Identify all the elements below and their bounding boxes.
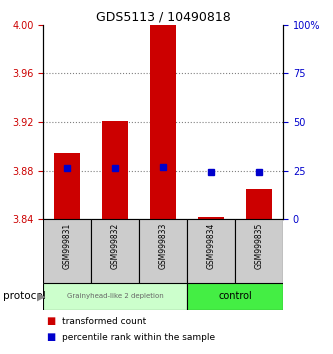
Title: GDS5113 / 10490818: GDS5113 / 10490818 [96, 11, 230, 24]
Text: GSM999834: GSM999834 [206, 223, 216, 269]
Text: control: control [218, 291, 252, 302]
Bar [198, 217, 224, 219]
Bar [187, 283, 283, 310]
Text: ■: ■ [47, 316, 56, 326]
Text: Grainyhead-like 2 depletion: Grainyhead-like 2 depletion [67, 293, 164, 299]
Bar [54, 153, 81, 219]
Bar [150, 22, 176, 219]
Text: percentile rank within the sample: percentile rank within the sample [62, 333, 215, 342]
Bar [102, 121, 129, 219]
Text: ▶: ▶ [37, 291, 46, 301]
Text: GSM999835: GSM999835 [254, 223, 264, 269]
Bar [235, 219, 283, 283]
Text: protocol: protocol [3, 291, 46, 301]
Bar [246, 189, 272, 219]
Text: GSM999831: GSM999831 [63, 223, 72, 269]
Bar [139, 219, 187, 283]
Bar [91, 219, 139, 283]
Bar [43, 283, 187, 310]
Text: transformed count: transformed count [62, 317, 146, 326]
Bar [43, 219, 91, 283]
Text: GSM999832: GSM999832 [111, 223, 120, 269]
Text: ■: ■ [47, 332, 56, 342]
Bar [187, 219, 235, 283]
Text: GSM999833: GSM999833 [159, 223, 168, 269]
